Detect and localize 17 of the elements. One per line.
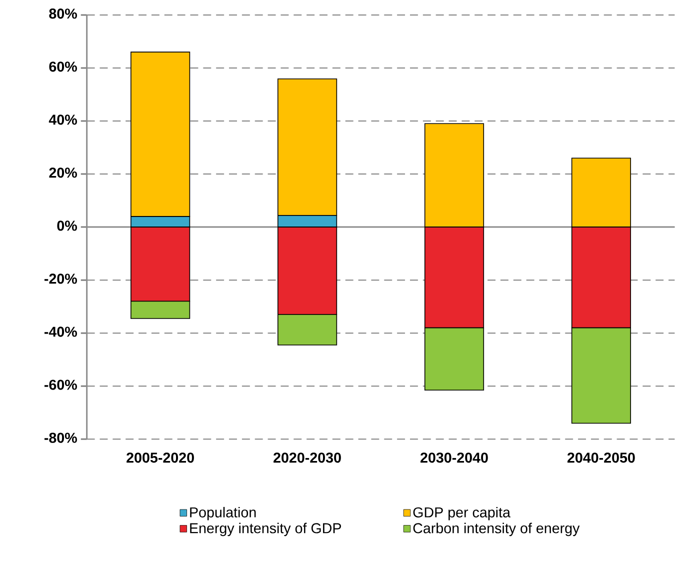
x-tick-label: 2040-2050 [567,452,635,463]
x-tick-label: 2030-2040 [420,452,488,463]
y-tick-label: 40% [48,114,77,125]
y-tick-label: 0% [57,220,77,231]
legend-label: Population [190,506,256,520]
x-tick-label: 2005-2020 [126,452,194,463]
y-tick-label: 60% [49,62,77,72]
legend-label: Carbon intensity of energy [413,522,580,536]
y-tick-label: 80% [49,8,77,19]
legend-label: GDP per capita [413,506,510,520]
y-tick-label: -40% [44,326,77,337]
y-tick-label: -20% [44,274,77,284]
x-tick-label: 2020-2030 [274,452,341,463]
legend-label: Energy intensity of GDP [190,522,341,536]
y-tick-label: -60% [44,380,77,390]
y-tick-label: 20% [49,168,77,178]
y-tick-label: -80% [44,432,77,443]
